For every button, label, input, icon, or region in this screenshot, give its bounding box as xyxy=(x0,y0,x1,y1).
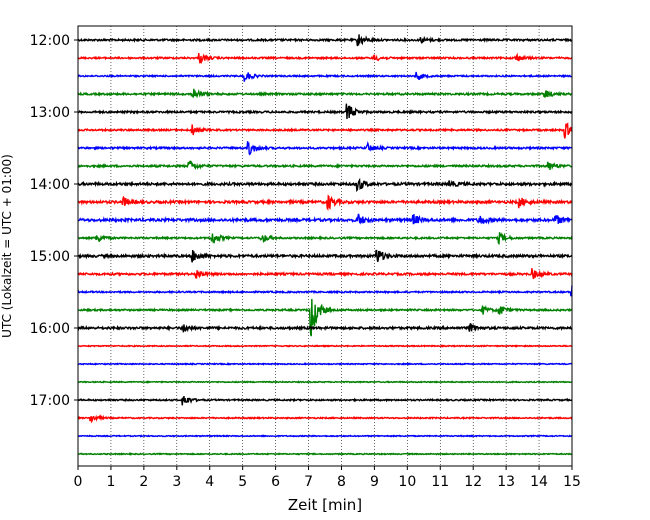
seismic-trace xyxy=(77,249,573,263)
seismic-trace xyxy=(77,298,573,337)
y-tick-label: 17:00 xyxy=(30,393,70,409)
x-axis-label: Zeit [min] xyxy=(288,496,362,514)
x-tick-label: 1 xyxy=(106,474,115,490)
x-tick-label: 7 xyxy=(304,474,313,490)
seismic-trace xyxy=(77,285,573,297)
seismic-trace xyxy=(77,177,573,193)
x-tick-label: 13 xyxy=(497,474,515,490)
seismic-trace xyxy=(77,122,573,139)
x-tick-label: 0 xyxy=(74,474,83,490)
seismic-trace xyxy=(77,140,573,156)
y-tick-label: 16:00 xyxy=(30,321,70,337)
seismic-trace xyxy=(77,194,573,211)
x-tick-label: 10 xyxy=(398,474,416,490)
seismic-trace xyxy=(77,434,573,438)
y-tick-label: 14:00 xyxy=(30,177,70,193)
seismic-trace xyxy=(77,268,573,280)
y-tick-label: 12:00 xyxy=(30,33,70,49)
x-tick-label: 8 xyxy=(337,474,346,490)
y-tick-label: 15:00 xyxy=(30,249,70,265)
seismic-trace xyxy=(77,213,573,225)
seismic-trace xyxy=(77,395,573,406)
seismic-trace xyxy=(77,34,573,47)
grid-lines xyxy=(110,26,540,466)
seismic-trace xyxy=(77,362,573,366)
seismic-trace xyxy=(77,160,573,171)
plot-frame xyxy=(77,25,573,467)
seismic-trace xyxy=(77,71,573,82)
trace-group xyxy=(77,34,573,456)
x-tick-label: 6 xyxy=(271,474,280,490)
x-tick-label: 15 xyxy=(563,474,581,490)
x-tick-label: 12 xyxy=(464,474,482,490)
seismic-trace xyxy=(77,232,573,245)
seismic-trace xyxy=(77,380,573,384)
y-tick-label: 13:00 xyxy=(30,105,70,121)
seismic-trace xyxy=(77,103,573,119)
seismic-trace xyxy=(77,88,573,99)
x-tick-label: 3 xyxy=(172,474,181,490)
seismic-trace xyxy=(77,323,573,333)
seismic-trace xyxy=(77,414,573,424)
x-tick-label: 5 xyxy=(238,474,247,490)
seismic-trace xyxy=(77,344,573,348)
x-axis-ticks: 0 1 2 3 4 5 6 7 8 9 10 11 12 13 14 15 xyxy=(74,466,581,490)
x-tick-label: 14 xyxy=(530,474,548,490)
y-axis-label: UTC (Lokalzeit = UTC + 01:00) xyxy=(0,154,14,338)
y-axis-ticks: 12:00 13:00 14:00 15:00 16:00 17:00 xyxy=(30,33,78,409)
x-tick-label: 11 xyxy=(431,474,449,490)
x-tick-label: 9 xyxy=(370,474,379,490)
seismic-trace xyxy=(77,52,573,65)
seismic-trace xyxy=(77,452,573,456)
x-tick-label: 4 xyxy=(205,474,214,490)
x-tick-label: 2 xyxy=(139,474,148,490)
